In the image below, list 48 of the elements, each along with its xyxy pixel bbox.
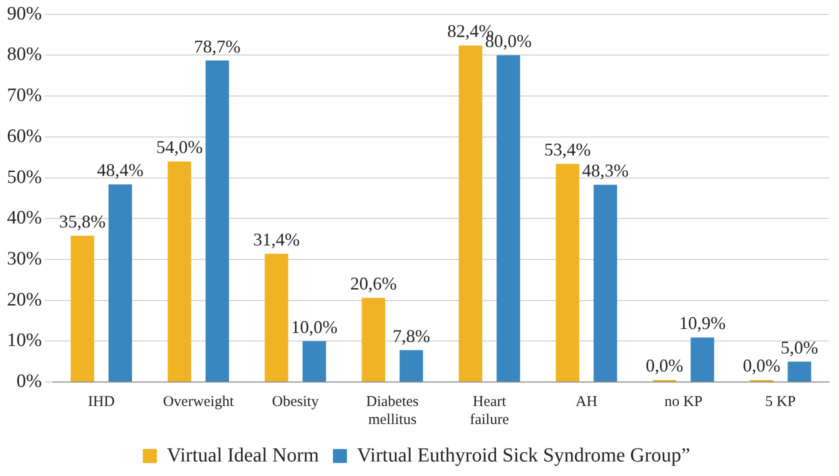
bar bbox=[594, 184, 618, 382]
x-tick-label: Obesity bbox=[272, 394, 320, 410]
data-label: 78,7% bbox=[194, 36, 241, 56]
y-tick-label: 50% bbox=[7, 166, 42, 188]
y-tick-label: 0% bbox=[16, 370, 42, 392]
data-label: 0,0% bbox=[742, 356, 780, 376]
bar bbox=[264, 254, 288, 382]
x-tick-label: 5 KP bbox=[765, 394, 796, 410]
bar bbox=[302, 341, 326, 382]
bar bbox=[168, 161, 192, 382]
y-tick-label: 70% bbox=[7, 85, 42, 106]
data-label: 10,0% bbox=[291, 316, 338, 337]
y-tick-label: 60% bbox=[7, 126, 42, 147]
y-tick-label: 30% bbox=[7, 248, 42, 270]
bar bbox=[206, 60, 230, 382]
x-tick-label: Heart failure bbox=[470, 394, 510, 428]
y-tick-label: 80% bbox=[7, 44, 42, 66]
y-tick-label: 40% bbox=[7, 208, 42, 229]
legend-label: Virtual Euthyroid Sick Syndrome Group” bbox=[356, 444, 690, 466]
data-label: 31,4% bbox=[253, 229, 300, 250]
data-label: 53,4% bbox=[544, 140, 591, 160]
data-label: 48,3% bbox=[582, 160, 629, 180]
y-tick-label: 10% bbox=[7, 330, 42, 352]
bar bbox=[362, 298, 386, 382]
data-label: 10,9% bbox=[679, 313, 726, 334]
bar bbox=[400, 350, 424, 382]
x-tick-label: Diabetes mellitus bbox=[366, 394, 419, 428]
data-label: 7,8% bbox=[392, 326, 430, 346]
bar bbox=[108, 184, 132, 382]
x-tick-label: no KP bbox=[664, 394, 702, 410]
data-label: 48,4% bbox=[97, 160, 144, 180]
bar bbox=[70, 236, 94, 382]
legend-label: Virtual Ideal Norm bbox=[166, 444, 320, 466]
y-tick-label: 90% bbox=[7, 3, 42, 24]
data-label: 54,0% bbox=[156, 137, 203, 158]
y-tick-label: 20% bbox=[7, 289, 42, 310]
x-tick-label: AH bbox=[576, 394, 598, 410]
data-label: 5,0% bbox=[780, 337, 818, 358]
x-tick-label: IHD bbox=[88, 394, 115, 410]
x-tick-label: Overweight bbox=[162, 394, 235, 410]
bar bbox=[496, 55, 520, 382]
data-label: 20,6% bbox=[350, 274, 397, 294]
data-label: 35,8% bbox=[59, 212, 106, 232]
bar bbox=[556, 164, 580, 382]
bar bbox=[788, 362, 812, 382]
bar bbox=[458, 45, 482, 382]
data-label: 0,0% bbox=[646, 356, 684, 376]
bar bbox=[690, 337, 714, 382]
